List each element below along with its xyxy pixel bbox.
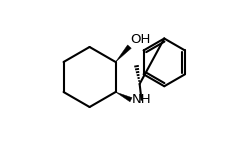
Polygon shape: [116, 45, 131, 62]
Text: NH: NH: [132, 93, 152, 106]
Text: OH: OH: [131, 33, 151, 46]
Polygon shape: [116, 92, 132, 102]
